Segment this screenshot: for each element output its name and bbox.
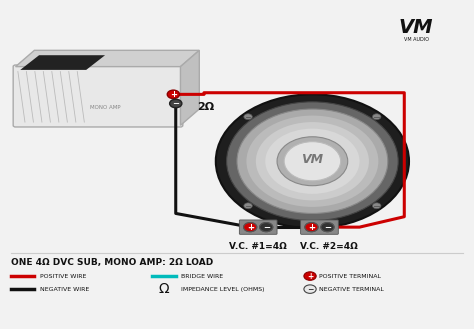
- Circle shape: [260, 222, 273, 232]
- Text: Ω: Ω: [159, 282, 169, 296]
- Text: −: −: [324, 223, 331, 232]
- FancyBboxPatch shape: [13, 65, 183, 127]
- Text: V.C. #2=4Ω: V.C. #2=4Ω: [300, 242, 358, 251]
- Text: +: +: [307, 271, 313, 281]
- Text: VM: VM: [301, 153, 323, 166]
- Circle shape: [305, 222, 318, 232]
- Circle shape: [167, 90, 180, 99]
- Circle shape: [227, 102, 398, 221]
- Text: +: +: [308, 223, 315, 232]
- Circle shape: [265, 129, 359, 194]
- Circle shape: [244, 114, 252, 120]
- Text: NEGATIVE WIRE: NEGATIVE WIRE: [40, 287, 89, 291]
- Text: +: +: [308, 223, 315, 232]
- Text: −: −: [263, 223, 270, 232]
- Text: V.C. #1=4Ω: V.C. #1=4Ω: [229, 242, 287, 251]
- Circle shape: [260, 222, 273, 232]
- Text: +: +: [246, 223, 254, 232]
- Circle shape: [244, 222, 257, 232]
- Text: −: −: [172, 99, 179, 108]
- Circle shape: [237, 109, 388, 214]
- Polygon shape: [20, 55, 105, 70]
- Circle shape: [321, 222, 334, 232]
- Text: −: −: [263, 223, 270, 232]
- Text: +: +: [170, 90, 177, 99]
- Circle shape: [373, 114, 381, 120]
- Text: −: −: [324, 223, 331, 232]
- Circle shape: [244, 203, 252, 209]
- Text: MONO AMP: MONO AMP: [90, 105, 120, 110]
- Text: VM: VM: [399, 18, 433, 37]
- Text: 2Ω: 2Ω: [197, 102, 214, 113]
- Circle shape: [284, 142, 341, 181]
- Circle shape: [244, 222, 257, 232]
- Circle shape: [304, 272, 316, 280]
- Circle shape: [216, 94, 409, 228]
- Text: −: −: [307, 285, 313, 293]
- Text: POSITIVE TERMINAL: POSITIVE TERMINAL: [319, 274, 382, 279]
- Text: ONE 4Ω DVC SUB, MONO AMP: 2Ω LOAD: ONE 4Ω DVC SUB, MONO AMP: 2Ω LOAD: [11, 259, 213, 267]
- Circle shape: [256, 122, 369, 200]
- Text: IMPEDANCE LEVEL (OHMS): IMPEDANCE LEVEL (OHMS): [182, 287, 265, 291]
- Circle shape: [373, 203, 381, 209]
- Circle shape: [170, 99, 182, 108]
- Circle shape: [321, 222, 334, 232]
- Text: +: +: [246, 223, 254, 232]
- Text: BRIDGE WIRE: BRIDGE WIRE: [182, 274, 224, 279]
- FancyBboxPatch shape: [239, 220, 277, 234]
- Text: POSITIVE WIRE: POSITIVE WIRE: [40, 274, 86, 279]
- Circle shape: [304, 285, 316, 293]
- Circle shape: [246, 115, 378, 207]
- Circle shape: [305, 222, 318, 232]
- Polygon shape: [181, 50, 199, 125]
- Circle shape: [277, 137, 348, 186]
- Polygon shape: [16, 50, 199, 67]
- Text: NEGATIVE TERMINAL: NEGATIVE TERMINAL: [319, 287, 384, 291]
- Text: VM AUDIO: VM AUDIO: [403, 38, 428, 42]
- FancyBboxPatch shape: [301, 220, 338, 234]
